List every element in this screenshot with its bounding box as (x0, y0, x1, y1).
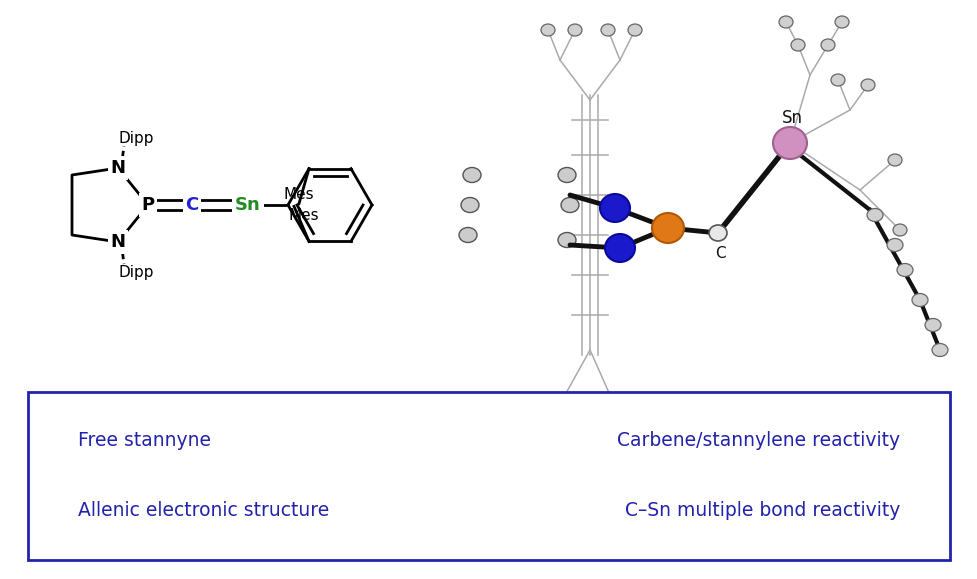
Text: C: C (186, 196, 198, 214)
Ellipse shape (835, 16, 849, 28)
Text: C–Sn multiple bond reactivity: C–Sn multiple bond reactivity (624, 500, 900, 519)
Text: N: N (110, 233, 125, 251)
Ellipse shape (887, 239, 903, 251)
Text: Carbene/stannylene reactivity: Carbene/stannylene reactivity (616, 431, 900, 449)
Ellipse shape (459, 228, 477, 243)
Ellipse shape (779, 16, 793, 28)
Ellipse shape (821, 39, 835, 51)
Text: Sn: Sn (235, 196, 261, 214)
Ellipse shape (571, 414, 585, 426)
Text: Dipp: Dipp (118, 130, 153, 145)
Ellipse shape (773, 127, 807, 159)
Ellipse shape (888, 154, 902, 166)
Text: N: N (110, 159, 125, 177)
Ellipse shape (558, 233, 576, 247)
Ellipse shape (601, 24, 615, 36)
Ellipse shape (561, 197, 579, 212)
Ellipse shape (463, 167, 481, 182)
Ellipse shape (600, 194, 630, 222)
Ellipse shape (628, 24, 642, 36)
Text: C: C (715, 245, 725, 261)
Ellipse shape (605, 234, 635, 262)
Text: Allenic electronic structure: Allenic electronic structure (78, 500, 329, 519)
Ellipse shape (925, 318, 941, 332)
Ellipse shape (709, 225, 727, 241)
Text: Dipp: Dipp (118, 265, 153, 280)
Ellipse shape (867, 208, 883, 222)
Text: P: P (142, 196, 154, 214)
Ellipse shape (541, 24, 555, 36)
Ellipse shape (831, 74, 845, 86)
Ellipse shape (652, 213, 684, 243)
Ellipse shape (912, 294, 928, 306)
Ellipse shape (461, 197, 479, 212)
Text: Mes: Mes (288, 208, 319, 223)
Ellipse shape (791, 39, 805, 51)
Ellipse shape (558, 167, 576, 182)
Ellipse shape (545, 414, 559, 426)
Text: Free stannyne: Free stannyne (78, 431, 211, 449)
Ellipse shape (932, 343, 948, 357)
FancyBboxPatch shape (28, 392, 950, 560)
Ellipse shape (568, 24, 582, 36)
Text: Mes: Mes (283, 187, 315, 202)
Text: Sn: Sn (782, 109, 802, 127)
Ellipse shape (893, 224, 907, 236)
Ellipse shape (618, 414, 632, 426)
Ellipse shape (897, 263, 913, 277)
Ellipse shape (593, 414, 607, 426)
Ellipse shape (861, 79, 875, 91)
